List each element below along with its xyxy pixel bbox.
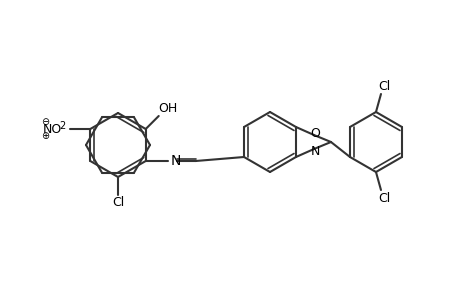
Text: O: O bbox=[309, 127, 319, 140]
Text: N: N bbox=[170, 154, 181, 168]
Text: Cl: Cl bbox=[377, 191, 389, 205]
Text: Cl: Cl bbox=[377, 80, 389, 92]
Text: ⊕: ⊕ bbox=[41, 131, 49, 141]
Text: N: N bbox=[310, 145, 319, 158]
Text: ⊖: ⊖ bbox=[41, 117, 49, 127]
Text: NO: NO bbox=[43, 122, 62, 136]
Text: 2: 2 bbox=[59, 121, 65, 131]
Text: OH: OH bbox=[158, 101, 177, 115]
Text: Cl: Cl bbox=[112, 196, 124, 209]
